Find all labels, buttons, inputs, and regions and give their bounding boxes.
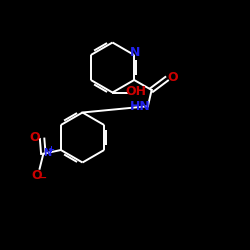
Text: OH: OH [126, 85, 147, 98]
Text: HN: HN [130, 100, 151, 113]
Text: O: O [168, 71, 178, 84]
Text: N: N [130, 46, 140, 59]
Text: N: N [43, 148, 51, 158]
Text: −: − [38, 173, 47, 183]
Text: +: + [47, 145, 54, 154]
Text: O: O [30, 131, 40, 144]
Text: O: O [31, 169, 42, 182]
